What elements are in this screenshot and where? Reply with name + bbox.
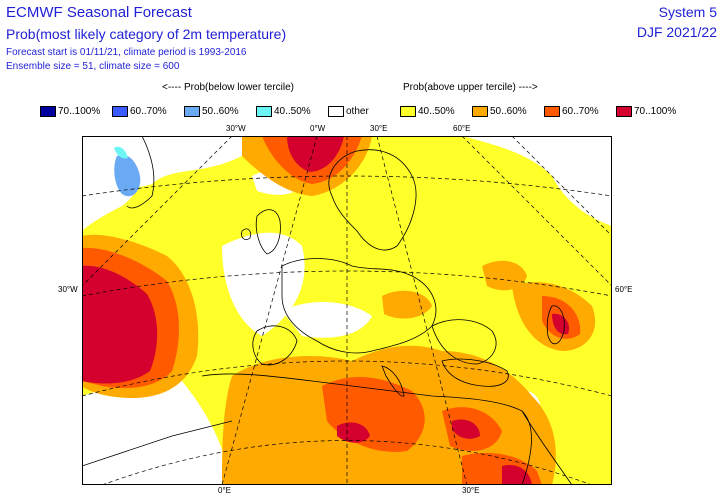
legend-label: 50..60%: [202, 105, 239, 117]
graticule: [82, 136, 612, 485]
legend-label: 50..60%: [490, 105, 527, 117]
region-above-70-libya: [337, 422, 370, 443]
coastline-greenland: [126, 136, 155, 209]
probability-map: [82, 136, 612, 485]
ensemble-size-info: Ensemble size = 51, climate size = 600: [6, 61, 180, 72]
map-frame: [82, 136, 612, 485]
coastline-red-sea: [521, 410, 573, 485]
grid-label-bottom-0e: 0°E: [218, 486, 231, 495]
region-other-iberia-north: [282, 301, 372, 338]
coastline-iberia: [252, 325, 298, 366]
region-above-50-russia-south: [482, 260, 527, 291]
legend-swatch: [328, 105, 344, 117]
region-other-arctic-east: [462, 136, 612, 226]
grid-label-bottom-30e: 30°E: [462, 486, 480, 495]
region-above-70-norwegian-sea: [287, 136, 344, 172]
region-other-africa-west: [82, 379, 232, 485]
legend-swatch: [616, 105, 632, 117]
region-above-70-egypt: [452, 419, 480, 439]
legend-label: 40..50%: [418, 105, 455, 117]
region-below-40-greenland: [114, 146, 128, 159]
coastline-black-sea: [431, 319, 497, 365]
grid-label-top-0w: 0°W: [310, 124, 326, 133]
legend-label: 60..70%: [130, 105, 167, 117]
coastline-scandinavia: [328, 149, 417, 251]
coastline-caspian: [546, 305, 565, 345]
legend-label: 70..100%: [58, 105, 101, 117]
legend-item-above-50: 50..60%: [472, 104, 527, 118]
coastline-italy: [381, 365, 405, 397]
legend-swatch: [112, 105, 128, 117]
legend-swatch: [544, 105, 560, 117]
grid-label-right-60e: 60°E: [615, 285, 633, 294]
map-subtitle: Prob(most likely category of 2m temperat…: [6, 26, 287, 42]
graticule-meridian: [221, 136, 318, 485]
grid-label-left-30w: 30°W: [58, 285, 78, 294]
season-label: DJF 2021/22: [636, 24, 717, 40]
graticule-meridian: [461, 136, 612, 287]
region-below-50-greenland: [114, 154, 141, 197]
legend-above-heading: Prob(above upper tercile) ---->: [403, 82, 538, 93]
region-above-50-balkans: [382, 290, 432, 319]
region-above-70-atlantic: [82, 265, 158, 384]
region-above-70-caspian: [552, 313, 570, 335]
coastline-britain: [255, 209, 281, 255]
legend-item-below-50: 50..60%: [184, 104, 239, 118]
grid-label-top-30w: 30°W: [226, 124, 246, 133]
legend-item-below-40: 40..50%: [256, 104, 311, 118]
legend-swatch: [472, 105, 488, 117]
legend-label: 40..50%: [274, 105, 311, 117]
forecast-start-info: Forecast start is 01/11/21, climate peri…: [6, 47, 247, 58]
grid-label-top-30e: 30°E: [370, 124, 388, 133]
coastline-ireland: [241, 228, 251, 240]
coastline-north-africa: [201, 373, 532, 485]
legend-item-above-60: 60..70%: [544, 104, 599, 118]
legend-swatch: [400, 105, 416, 117]
legend-swatch: [256, 105, 272, 117]
legend-label: other: [346, 105, 369, 117]
map-title: ECMWF Seasonal Forecast: [6, 4, 192, 21]
legend-item-below-70: 70..100%: [40, 104, 100, 118]
graticule-parallel: [101, 440, 593, 485]
legend-below-heading: <---- Prob(below lower tercile): [162, 82, 294, 93]
graticule-meridian: [511, 136, 612, 237]
legend-item-above-40: 40..50%: [400, 104, 455, 118]
grid-label-top-60e: 60°E: [453, 124, 471, 133]
legend-item-below-60: 60..70%: [112, 104, 167, 118]
legend-swatch: [40, 105, 56, 117]
graticule-meridian: [82, 136, 233, 287]
coastline-turkey: [441, 358, 509, 387]
graticule-parallel: [82, 175, 612, 197]
legend-item-other: other: [328, 104, 369, 118]
coastline-west-africa: [82, 420, 233, 467]
coastlines: [82, 136, 573, 485]
legend-swatch: [184, 105, 200, 117]
system-label: System 5: [658, 4, 717, 20]
region-above-70-arabia: [502, 464, 532, 485]
legend-label: 60..70%: [562, 105, 599, 117]
legend-label: 70..100%: [634, 105, 677, 117]
legend-item-above-70: 70..100%: [616, 104, 676, 118]
